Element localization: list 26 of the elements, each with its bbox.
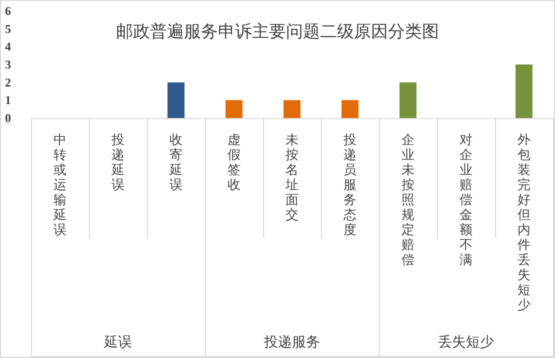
bar xyxy=(400,82,416,118)
category-label: 企业未按照规定赔偿 xyxy=(402,132,414,267)
y-tick-label: 3 xyxy=(5,58,11,72)
y-tick-label: 6 xyxy=(5,4,11,18)
x-tick-label: 投递员服务态度 xyxy=(342,132,356,237)
bar xyxy=(516,64,532,118)
x-tick-label: 虚假签收 xyxy=(228,132,240,192)
x-tick-label: 收寄延误 xyxy=(168,132,182,192)
x-tick-label: 未按名址面交 xyxy=(284,132,298,222)
y-tick-label: 2 xyxy=(5,75,11,90)
text: 延误 xyxy=(103,334,132,350)
x-tick-label: 中转或运输延误 xyxy=(52,132,66,237)
category-label: 对企业赔偿金额不满 xyxy=(460,132,472,267)
bar xyxy=(168,82,184,118)
text: 投递服务 xyxy=(263,334,320,350)
x-tick-label: 投递延误 xyxy=(110,132,124,192)
text: 丢失短少 xyxy=(438,334,494,350)
bar xyxy=(342,100,358,118)
y-tick-label: 5 xyxy=(5,22,11,36)
y-tick-label: 4 xyxy=(5,40,11,54)
bar xyxy=(284,100,300,118)
category-label: 外包装完好但内件丢失短少 xyxy=(518,132,530,312)
y-tick-label: 0 xyxy=(5,111,11,125)
bar xyxy=(226,100,242,118)
text: 邮政普遍服务申诉主要问题二级原因分类图 xyxy=(116,22,439,41)
y-tick-label: 1 xyxy=(5,93,11,108)
